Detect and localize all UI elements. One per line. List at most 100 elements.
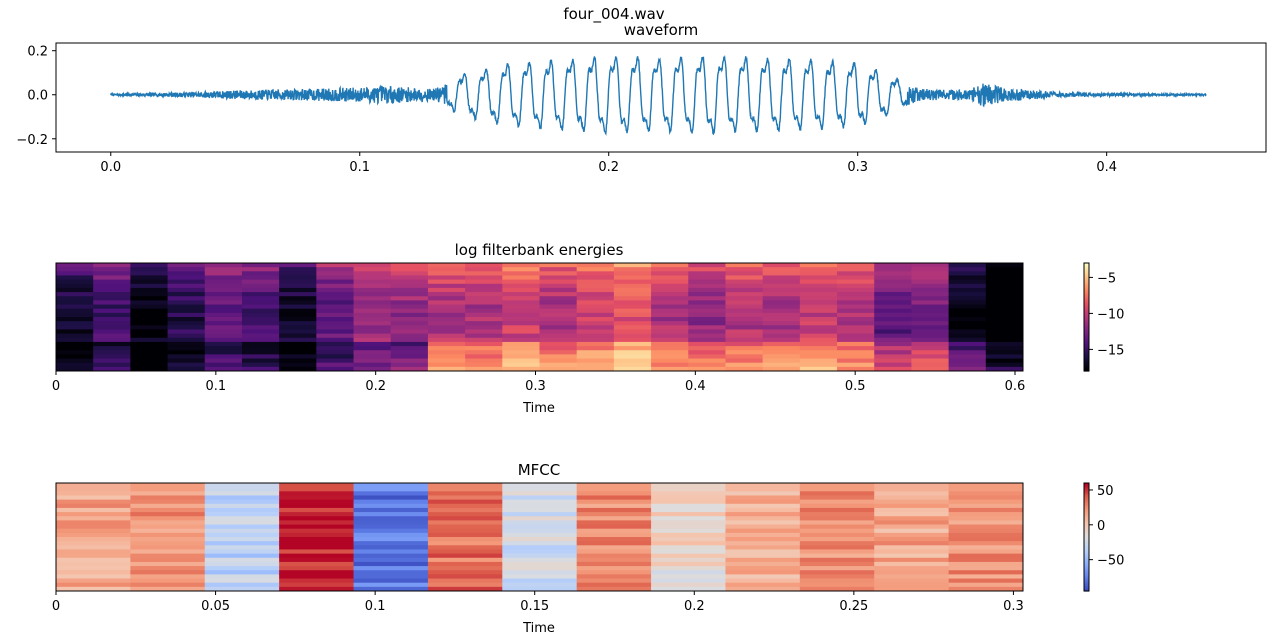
filterbank-cell <box>613 308 652 314</box>
filterbank-cell <box>502 366 540 372</box>
filterbank-cell <box>651 267 689 272</box>
filterbank-cell <box>316 346 355 351</box>
filterbank-cell <box>427 350 466 355</box>
mfcc-x-tick-label: 0.1 <box>365 599 386 614</box>
mfcc-cell <box>502 541 578 546</box>
mfcc-cell <box>651 507 726 513</box>
mfcc-colorbar-segment <box>1084 558 1089 562</box>
filterbank-cell <box>688 329 726 335</box>
filterbank-cell <box>167 317 206 322</box>
filterbank-cell <box>948 267 987 272</box>
mfcc-cell <box>725 549 801 555</box>
mfcc-cell <box>948 586 1024 592</box>
mfcc-cell <box>130 491 206 496</box>
mfcc-cell <box>353 483 429 488</box>
filterbank-cell <box>204 287 243 293</box>
filterbank-x-tick-label: 0.2 <box>365 379 386 394</box>
filterbank-cell <box>613 287 652 293</box>
mfcc-cell <box>502 516 578 521</box>
filterbank-cell <box>130 275 169 281</box>
waveform-axes: waveform 0.0 0.1 0.2 0.3 0.4 −0.2 0.0 0.2 <box>16 21 1267 175</box>
filterbank-cell <box>241 346 280 351</box>
mfcc-cell <box>502 507 578 513</box>
filterbank-cell <box>427 292 466 297</box>
mfcc-axes: MFCC 0 0.05 0.1 0.15 0.2 0.25 0.3 Time 50 0 −50 <box>52 461 1125 636</box>
mfcc-colorbar-segment <box>1084 577 1089 580</box>
filterbank-colorbar-segment <box>1084 349 1089 352</box>
filterbank-cell <box>279 366 317 372</box>
mfcc-cell <box>651 582 726 588</box>
filterbank-cell <box>130 312 169 318</box>
filterbank-cell <box>911 362 950 368</box>
mfcc-cell <box>651 557 726 563</box>
filterbank-cell <box>725 329 764 335</box>
filterbank-cell <box>56 350 94 355</box>
filterbank-cell <box>390 312 429 318</box>
mfcc-cell <box>56 512 131 517</box>
mfcc-cell <box>874 516 950 521</box>
filterbank-cell <box>874 362 912 368</box>
filterbank-cell <box>390 317 429 322</box>
filterbank-cell <box>874 321 912 326</box>
filterbank-cell <box>427 317 466 322</box>
filterbank-cell <box>427 312 466 318</box>
mfcc-cell <box>56 507 131 513</box>
filterbank-cell <box>316 341 355 347</box>
mfcc-cell <box>651 512 726 517</box>
mfcc-x-tick-label: 0.3 <box>1003 599 1024 614</box>
filterbank-cell <box>874 333 912 339</box>
filterbank-cell <box>204 296 243 301</box>
mfcc-cell <box>948 545 1024 550</box>
filterbank-cell <box>725 296 764 301</box>
filterbank-cell <box>725 350 764 355</box>
filterbank-colorbar-segment <box>1084 284 1089 288</box>
mfcc-colorbar-segment <box>1084 537 1089 540</box>
filterbank-colorbar-segment <box>1084 344 1089 347</box>
filterbank-cell <box>390 304 429 310</box>
mfcc-cell <box>279 541 355 546</box>
filterbank-cell <box>688 333 726 339</box>
filterbank-cell <box>279 279 317 285</box>
filterbank-cell <box>502 283 540 289</box>
filterbank-cell <box>799 283 838 289</box>
mfcc-cell <box>353 520 429 526</box>
filterbank-cell <box>167 263 206 268</box>
filterbank-x-tick-label: 0 <box>52 379 60 394</box>
filterbank-cell <box>762 337 801 343</box>
filterbank-cell <box>799 312 838 318</box>
filterbank-cell <box>762 354 801 360</box>
filterbank-cell <box>316 333 355 339</box>
filterbank-x-tick-label: 0.1 <box>205 379 226 394</box>
filterbank-cell <box>279 325 317 330</box>
filterbank-cell <box>613 279 652 285</box>
mfcc-cell <box>651 549 726 555</box>
filterbank-cell <box>204 341 243 347</box>
mfcc-colorbar-segment <box>1084 501 1089 504</box>
filterbank-cell <box>390 346 429 351</box>
mfcc-colorbar: 50 0 −50 <box>1083 482 1124 592</box>
mfcc-cell <box>279 578 355 584</box>
mfcc-cell <box>427 528 503 534</box>
mfcc-cell <box>427 557 503 563</box>
mfcc-cell <box>427 495 503 501</box>
filterbank-cell <box>241 300 280 306</box>
filterbank-cell <box>985 329 1024 335</box>
filterbank-cell <box>241 350 280 355</box>
filterbank-cell <box>613 296 652 301</box>
filterbank-cell <box>427 267 466 272</box>
filterbank-cell <box>167 312 206 318</box>
mfcc-cell <box>874 545 950 550</box>
mfcc-frame <box>55 482 1024 592</box>
filterbank-cell <box>799 354 838 360</box>
filterbank-cell <box>316 317 355 322</box>
mfcc-cell <box>56 541 131 546</box>
filterbank-cell <box>539 346 578 351</box>
filterbank-cell <box>502 308 540 314</box>
mfcc-cell <box>279 532 355 538</box>
mfcc-cell <box>576 545 652 550</box>
filterbank-cell <box>56 337 94 343</box>
filterbank-cell <box>130 329 169 335</box>
mfcc-cell <box>204 570 280 575</box>
mfcc-cell <box>874 512 950 517</box>
filterbank-cell <box>948 362 987 368</box>
